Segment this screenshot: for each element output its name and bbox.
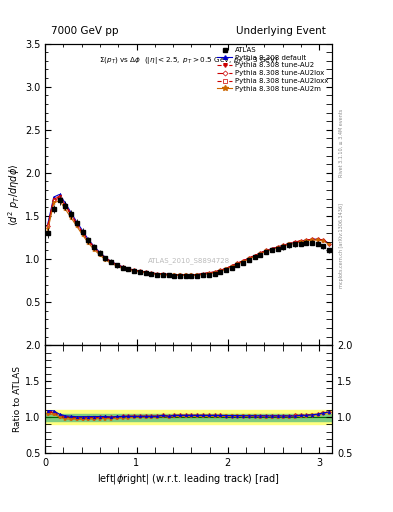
Text: mcplots.cern.ch [arXiv:1306.3436]: mcplots.cern.ch [arXiv:1306.3436] [339, 203, 344, 288]
Legend: ATLAS, Pythia 8.308 default, Pythia 8.308 tune-AU2, Pythia 8.308 tune-AU2lox, Py: ATLAS, Pythia 8.308 default, Pythia 8.30… [216, 46, 330, 93]
Text: 7000 GeV pp: 7000 GeV pp [51, 26, 118, 36]
Text: ATLAS_2010_S8894728: ATLAS_2010_S8894728 [148, 258, 230, 264]
Bar [45, 414, 332, 421]
Bar [45, 410, 332, 424]
Text: $\Sigma(p_T)$ vs $\Delta\phi$  ($|\eta| < 2.5,\ p_T > 0.5$ GeV, $p_{T_1} > 3$ Ge: $\Sigma(p_T)$ vs $\Delta\phi$ ($|\eta| <… [99, 56, 279, 67]
X-axis label: left$|\phi$right$|$ (w.r.t. leading track) [rad]: left$|\phi$right$|$ (w.r.t. leading trac… [97, 472, 280, 486]
Text: Rivet 3.1.10, ≥ 3.4M events: Rivet 3.1.10, ≥ 3.4M events [339, 109, 344, 178]
Y-axis label: $\langle d^2\ p_T/d\eta d\phi\rangle$: $\langle d^2\ p_T/d\eta d\phi\rangle$ [6, 163, 22, 226]
Y-axis label: Ratio to ATLAS: Ratio to ATLAS [13, 366, 22, 432]
Text: Underlying Event: Underlying Event [237, 26, 326, 36]
